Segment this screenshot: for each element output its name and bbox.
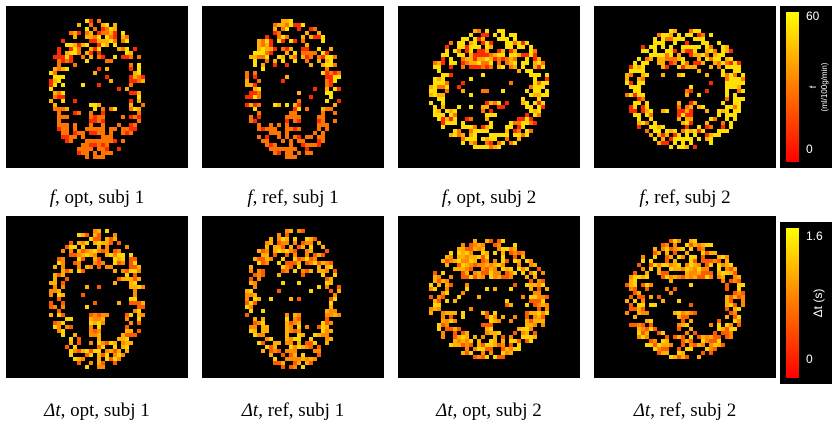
caption-text: , ref, subj 1 (253, 187, 339, 208)
colorbar-min: 0 (806, 352, 813, 366)
caption-symbol: Δt (241, 400, 259, 421)
caption: Δt, ref, subj 1 (241, 400, 344, 421)
caption-symbol: Δt (435, 400, 453, 421)
caption: Δt, ref, subj 2 (633, 400, 736, 421)
colorbar-label: Δt (s) (811, 289, 825, 318)
caption-text: , ref, subj 2 (650, 400, 736, 421)
colorbar-max: 60 (806, 9, 820, 23)
caption-symbol: Δt (633, 400, 651, 421)
caption-text: , opt, subj 1 (61, 400, 150, 421)
colorbar: 60 0 f (ml/100g/min) (780, 6, 832, 168)
page: 60 0 f (ml/100g/min) 1.6 0 Δt (s) f, opt… (0, 0, 835, 426)
caption: f, opt, subj 1 (50, 187, 144, 208)
caption-text: , opt, subj 2 (453, 400, 542, 421)
caption-text: , ref, subj 1 (258, 400, 344, 421)
caption: f, opt, subj 2 (442, 187, 536, 208)
caption: Δt, opt, subj 2 (435, 400, 542, 421)
caption-symbol: Δt (43, 400, 61, 421)
colorbar-gradient (786, 228, 799, 378)
colorbar: 1.6 0 Δt (s) (780, 222, 832, 384)
caption-text: , opt, subj 2 (447, 187, 536, 208)
caption-text: , opt, subj 1 (55, 187, 144, 208)
figure: 60 0 f (ml/100g/min) 1.6 0 Δt (s) f, opt… (0, 0, 835, 426)
colorbar-min: 0 (806, 142, 813, 156)
caption-text: , ref, subj 2 (645, 187, 731, 208)
caption: f, ref, subj 1 (247, 187, 338, 208)
caption: Δt, opt, subj 1 (43, 400, 150, 421)
colorbar-gradient (786, 12, 799, 162)
caption: f, ref, subj 2 (639, 187, 730, 208)
colorbar-max: 1.6 (806, 229, 823, 243)
colorbar-unit: (ml/100g/min) (820, 62, 829, 111)
